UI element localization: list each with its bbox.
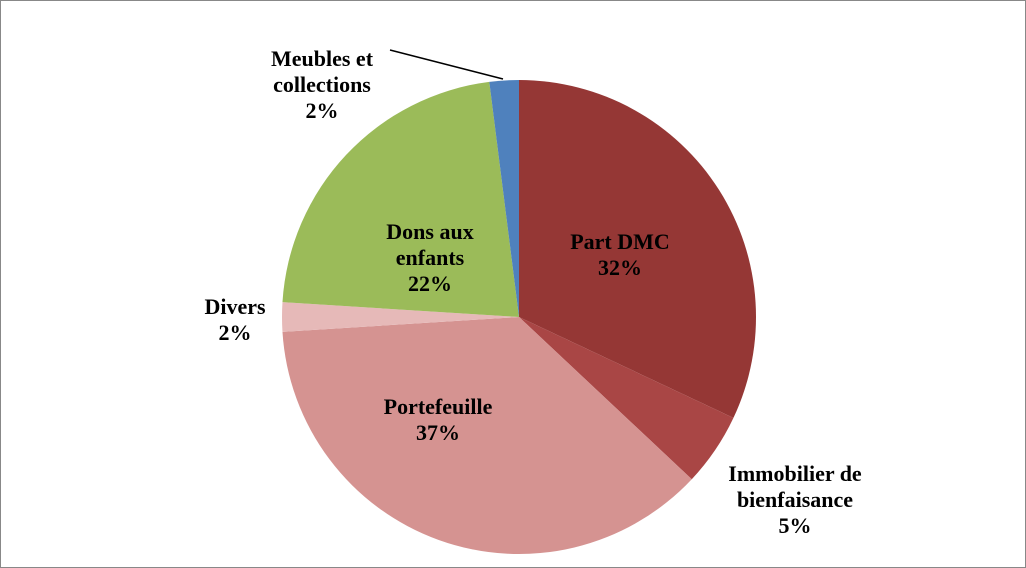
category-name: Dons aux enfants: [386, 219, 474, 270]
slice-label: Dons aux enfants 22%: [365, 219, 495, 297]
category-name: Divers: [204, 294, 266, 319]
pie-slice: [519, 317, 734, 480]
value-label: 32%: [598, 255, 642, 280]
slice-label: Divers 2%: [175, 294, 295, 346]
slice-label: Meubles et collections 2%: [247, 46, 397, 124]
pie-slice: [281, 302, 519, 332]
pie-slice: [489, 80, 519, 317]
leader-line: [389, 49, 504, 80]
value-label: 37%: [416, 420, 460, 445]
value-label: 22%: [408, 271, 452, 296]
slice-label: Portefeuille 37%: [348, 394, 528, 446]
category-name: Meubles et collections: [270, 46, 374, 97]
value-label: 2%: [305, 98, 339, 123]
pie-slice: [282, 317, 692, 554]
category-name: Portefeuille: [383, 394, 493, 419]
category-name: Part DMC: [570, 229, 670, 254]
slice-label: Part DMC 32%: [540, 229, 700, 281]
pie-slice: [519, 80, 756, 418]
slice-label: Immobilier de bienfaisance 5%: [700, 461, 890, 539]
value-label: 2%: [218, 320, 252, 345]
pie-slice: [282, 81, 519, 318]
category-name: Immobilier de bienfaisance: [728, 461, 862, 512]
value-label: 5%: [778, 513, 812, 538]
